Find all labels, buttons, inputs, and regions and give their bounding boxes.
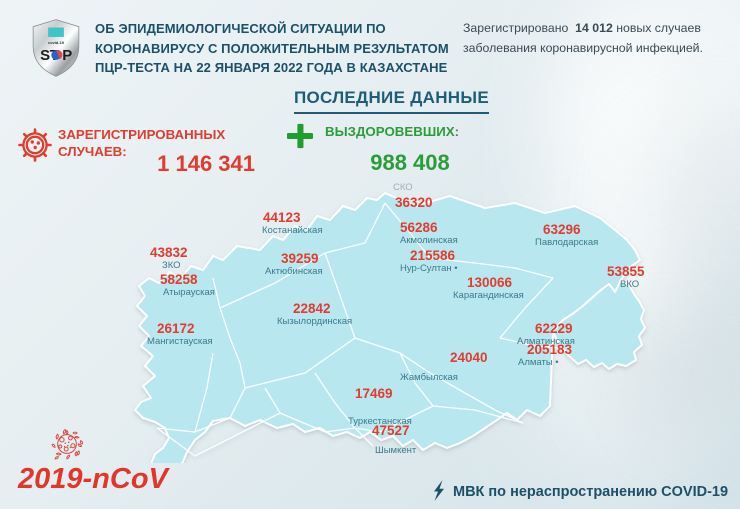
svg-text:covid-19: covid-19: [48, 40, 65, 45]
